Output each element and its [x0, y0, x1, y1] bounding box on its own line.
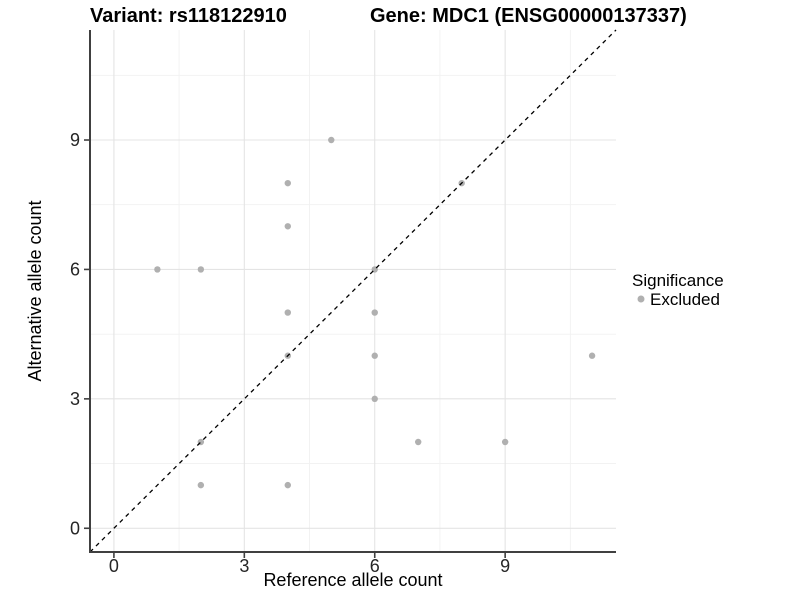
data-point	[328, 136, 335, 144]
data-point	[284, 223, 291, 230]
x-tick-label: 9	[500, 556, 510, 576]
y-tick-label: 6	[70, 259, 80, 279]
data-point	[154, 266, 161, 273]
y-tick-label: 9	[70, 130, 80, 150]
data-point	[284, 481, 291, 489]
x-tick-label: 0	[109, 556, 119, 576]
x-axis-title: Reference allele count	[263, 570, 442, 590]
data-point	[197, 481, 205, 489]
data-point	[371, 395, 378, 403]
legend-label: Excluded	[650, 290, 720, 309]
legend-title: Significance	[632, 271, 724, 290]
data-point	[588, 352, 596, 359]
data-point	[197, 266, 205, 273]
y-tick-label: 3	[70, 389, 80, 409]
data-point	[284, 309, 291, 316]
y-axis-title: Alternative allele count	[25, 200, 45, 381]
y-tick-label: 0	[70, 518, 80, 538]
legend-point-icon	[637, 295, 645, 303]
data-point	[371, 309, 378, 316]
data-point	[501, 438, 509, 446]
x-tick-label: 3	[239, 556, 249, 576]
gene-title: Gene: MDC1 (ENSG00000137337)	[370, 5, 687, 27]
data-point	[284, 179, 291, 187]
variant-title: Variant: rs118122910	[90, 5, 287, 27]
identity-line	[89, 29, 617, 553]
data-point	[415, 438, 422, 446]
data-point	[371, 352, 378, 359]
x-tick-label: 6	[370, 556, 380, 576]
